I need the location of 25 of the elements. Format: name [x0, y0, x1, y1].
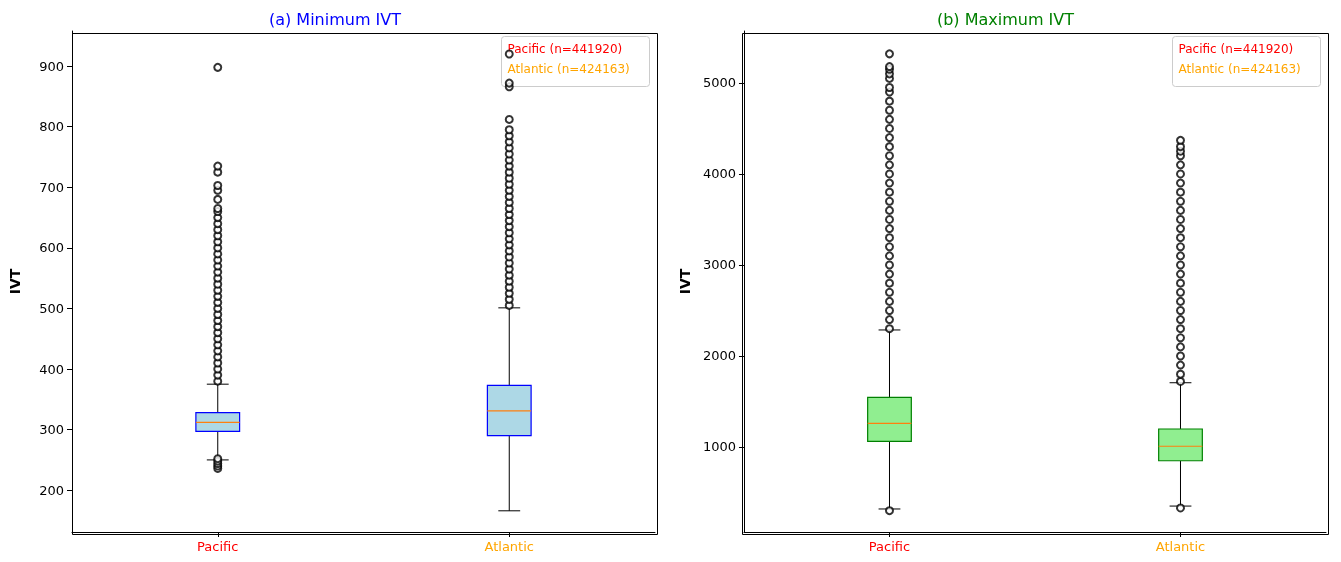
- y-tick-label: 4000: [702, 166, 736, 182]
- y-axis-title: IVT: [677, 268, 693, 295]
- y-tick-label: 300: [39, 422, 64, 438]
- x-tick-label: Atlantic: [484, 539, 534, 554]
- y-tick-label: 5000: [702, 75, 736, 91]
- y-tick-label: 200: [39, 482, 64, 498]
- y-tick-label: 1000: [702, 439, 736, 455]
- annotation: Atlantic (n=424163): [507, 61, 630, 76]
- annotation: Pacific (n=441920): [1178, 41, 1294, 56]
- annotation: Pacific (n=441920): [507, 41, 623, 56]
- annotation: Atlantic (n=424163): [1178, 61, 1301, 76]
- x-tick-label: Atlantic: [1155, 539, 1206, 554]
- x-tick-label: Pacific: [868, 539, 911, 554]
- y-tick-label: 400: [39, 361, 64, 377]
- y-tick-label: 900: [39, 58, 64, 74]
- y-tick-label: 3000: [702, 257, 736, 273]
- y-tick-label: 2000: [702, 348, 736, 364]
- chart-title: (b) Maximum IVT: [936, 9, 1075, 29]
- chart-title: (a) Minimum IVT: [268, 9, 402, 29]
- y-axis-title: IVT: [7, 268, 23, 295]
- y-tick-label: 600: [39, 240, 64, 256]
- y-tick-label: 500: [39, 300, 64, 316]
- y-tick-label: 700: [39, 179, 64, 195]
- y-tick-label: 800: [39, 119, 64, 135]
- x-tick-label: Pacific: [197, 539, 239, 554]
